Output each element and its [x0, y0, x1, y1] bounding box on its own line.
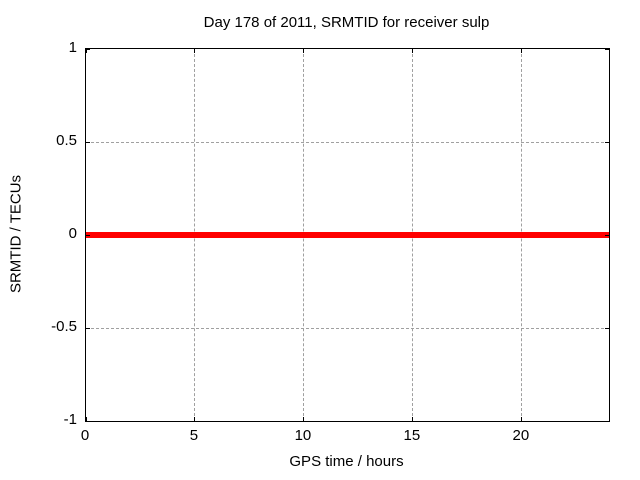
x-tick-mark [194, 417, 196, 421]
y-tick-label: 1 [68, 39, 77, 56]
x-tick-label: 20 [512, 427, 530, 444]
x-tick-mark [521, 417, 523, 421]
y-tick-mark [605, 327, 609, 329]
y-tick-label: 0 [68, 225, 77, 242]
y-tick-mark [86, 234, 90, 236]
y-tick-mark [86, 48, 90, 50]
y-tick-label: -0.5 [51, 318, 77, 335]
x-tick-mark [412, 49, 414, 53]
x-tick-mark [85, 417, 87, 421]
chart-title: Day 178 of 2011, SRMTID for receiver sul… [203, 14, 490, 31]
x-tick-mark [521, 49, 523, 53]
y-tick-mark [605, 141, 609, 143]
x-tick-mark [303, 417, 305, 421]
y-tick-label: 0.5 [56, 132, 77, 149]
y-tick-mark [605, 48, 609, 50]
gridline-horizontal [86, 141, 609, 143]
series-line [86, 232, 609, 238]
y-tick-mark [605, 234, 609, 236]
y-tick-label: -1 [63, 411, 77, 428]
x-tick-mark [412, 417, 414, 421]
y-tick-mark [86, 420, 90, 422]
x-tick-label: 0 [80, 427, 90, 444]
y-tick-mark [605, 420, 609, 422]
gridline-horizontal [86, 327, 609, 329]
x-tick-label: 5 [189, 427, 199, 444]
x-tick-mark [85, 49, 87, 53]
y-tick-mark [86, 141, 90, 143]
x-axis-label: GPS time / hours [289, 453, 404, 470]
x-tick-label: 10 [294, 427, 312, 444]
x-tick-label: 15 [403, 427, 421, 444]
plot-area [85, 48, 610, 422]
x-tick-mark [194, 49, 196, 53]
x-tick-mark [303, 49, 305, 53]
y-tick-mark [86, 327, 90, 329]
